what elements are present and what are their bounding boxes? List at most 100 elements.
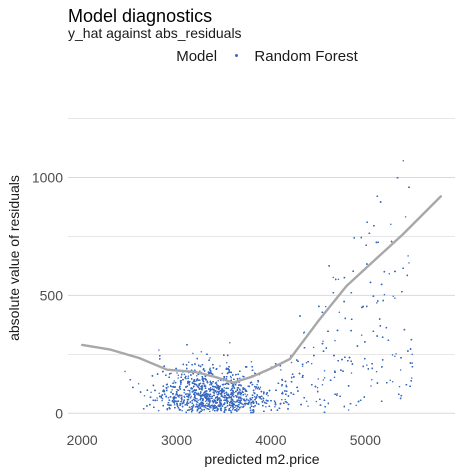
scatter-point (252, 400, 254, 403)
scatter-point (181, 405, 184, 408)
scatter-point (366, 263, 368, 265)
scatter-point (240, 406, 242, 408)
scatter-point (228, 369, 230, 371)
scatter-point (233, 400, 235, 403)
scatter-point (263, 391, 265, 393)
scatter-point (321, 383, 324, 386)
scatter-point (204, 387, 207, 389)
scatter-point (236, 410, 238, 412)
scatter-point (344, 356, 346, 358)
scatter-point (322, 340, 324, 343)
scatter-point (195, 389, 197, 391)
scatter-point (202, 380, 205, 383)
scatter-point (290, 381, 293, 383)
scatter-point (219, 397, 221, 399)
scatter-point (205, 392, 208, 394)
scatter-point (232, 390, 234, 392)
scatter-point (303, 396, 305, 399)
scatter-point (183, 388, 185, 391)
scatter-point (173, 380, 175, 382)
scatter-point (218, 393, 220, 395)
scatter-point (177, 395, 179, 397)
scatter-point (411, 362, 414, 364)
scatter-point (182, 378, 184, 381)
scatter-point (221, 405, 224, 407)
scatter-point (237, 401, 240, 404)
scatter-point (199, 398, 201, 401)
scatter-point (223, 392, 226, 395)
scatter-point (132, 386, 134, 389)
scatter-point (319, 404, 322, 406)
scatter-point (216, 407, 219, 409)
scatter-point (267, 400, 269, 402)
scatter-point (234, 404, 237, 407)
scatter-point (220, 395, 223, 398)
scatter-point (411, 366, 414, 368)
scatter-points (124, 160, 414, 414)
scatter-point (263, 410, 265, 413)
scatter-point (204, 375, 207, 378)
scatter-point (208, 372, 210, 375)
scatter-point (158, 349, 160, 351)
scatter-point (262, 404, 264, 407)
scatter-point (407, 350, 409, 352)
scatter-point (284, 380, 287, 383)
scatter-point (226, 393, 228, 396)
scatter-point (198, 403, 201, 406)
scatter-point (172, 386, 175, 388)
scatter-point (165, 387, 168, 389)
scatter-point (274, 402, 277, 404)
scatter-point (372, 295, 375, 297)
scatter-point (249, 399, 252, 401)
scatter-point (229, 375, 232, 378)
scatter-point (322, 379, 325, 381)
scatter-point (268, 389, 271, 392)
scatter-point (409, 385, 411, 388)
scatter-point (204, 385, 207, 388)
scatter-point (301, 363, 304, 366)
scatter-point (246, 393, 249, 396)
scatter-point (250, 405, 253, 407)
scatter-point (212, 363, 214, 366)
scatter-point (180, 381, 182, 384)
scatter-point (239, 396, 242, 398)
scatter-point (206, 380, 209, 383)
scatter-point (149, 396, 152, 398)
scatter-point (251, 401, 253, 404)
scatter-point (162, 404, 164, 407)
scatter-point (156, 397, 158, 399)
scatter-point (168, 404, 170, 406)
scatter-point (192, 404, 195, 407)
scatter-point (167, 402, 170, 404)
scatter-point (234, 383, 237, 386)
scatter-point (219, 401, 221, 404)
scatter-point (255, 387, 257, 390)
scatter-point (191, 364, 193, 366)
scatter-point (171, 389, 173, 391)
scatter-point (198, 412, 201, 414)
scatter-point (248, 400, 251, 402)
scatter-point (176, 372, 178, 374)
scatter-point (281, 392, 284, 395)
scatter-point (149, 403, 151, 406)
scatter-point (180, 376, 182, 379)
scatter-point (366, 364, 368, 366)
scatter-point (225, 382, 228, 385)
scatter-point (218, 386, 220, 389)
scatter-point (292, 393, 295, 396)
scatter-point (226, 372, 229, 375)
scatter-point (256, 387, 259, 390)
scatter-point (410, 380, 412, 382)
scatter-point (201, 376, 203, 378)
scatter-point (200, 385, 202, 388)
scatter-point (196, 357, 198, 360)
scatter-point (150, 391, 152, 393)
scatter-point (211, 388, 213, 390)
scatter-point (249, 402, 251, 404)
scatter-point (215, 396, 217, 399)
scatter-point (214, 390, 217, 392)
scatter-point (247, 399, 250, 402)
scatter-point (229, 406, 232, 409)
scatter-point (382, 299, 384, 302)
scatter-point (200, 391, 202, 393)
